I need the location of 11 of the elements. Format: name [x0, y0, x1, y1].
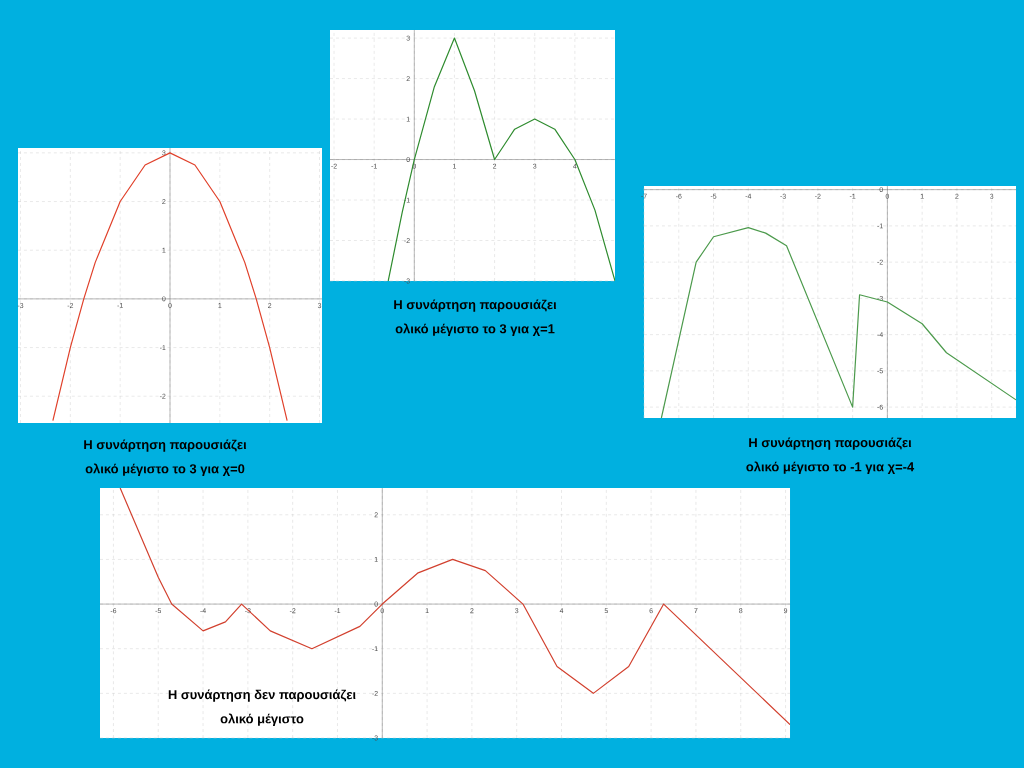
- line-series: [660, 227, 1017, 418]
- line-series: [119, 488, 791, 726]
- text: Η συνάρτηση παρουσιάζει: [394, 299, 557, 312]
- annotation: Η συνάρτηση δεν παρουσιάζει: [168, 689, 356, 702]
- annotation: ολικό μέγιστο: [220, 713, 304, 726]
- text: Η συνάρτηση παρουσιάζει: [749, 437, 912, 450]
- text: Η συνάρτηση παρουσιάζει: [84, 439, 247, 452]
- text: ολικό μέγιστο το 3 για χ=0: [85, 463, 245, 476]
- text: ολικό μέγιστο το -1 για χ=-4: [746, 461, 915, 474]
- line-series: [52, 152, 288, 422]
- text: ολικό μέγιστο το 3 για χ=1: [395, 323, 555, 336]
